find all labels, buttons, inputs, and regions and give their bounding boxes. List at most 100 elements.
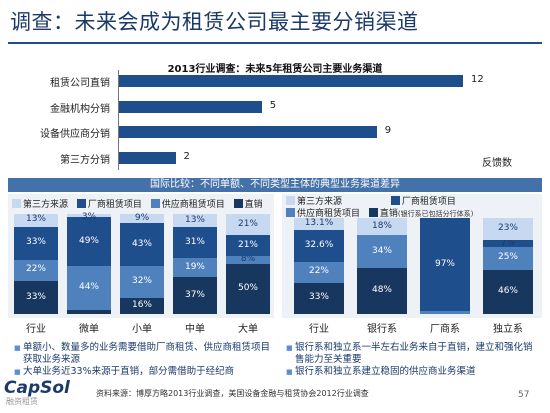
- bar-value-label: 12: [471, 74, 484, 85]
- segment-value-label: 48%: [371, 284, 392, 295]
- stacked-segment: [173, 214, 217, 227]
- stacked-segment: [173, 258, 217, 277]
- segment-value-label: 23%: [497, 222, 518, 233]
- bar: [118, 126, 377, 138]
- segment-value-label: 37%: [184, 289, 205, 300]
- stacked-segment: [67, 217, 111, 266]
- stacked-segment: [67, 310, 111, 314]
- stacked-segment: [120, 214, 164, 223]
- legend-item-manufacturer: 厂商租赁项目: [76, 197, 142, 210]
- left-notes: 单额小、数量多的业务需要借助厂商租赁、供应商租赁项目获取业务来源 大单业务近33…: [14, 342, 272, 378]
- stacked-segment: [226, 256, 270, 264]
- legend-swatch: [286, 196, 295, 205]
- stacked-segment: [226, 214, 270, 235]
- stacked-segment: [120, 298, 164, 314]
- category-label: 小单: [132, 324, 152, 335]
- stacked-segment: [67, 266, 111, 310]
- legend-label: 供应商租赁项目: [161, 200, 225, 210]
- source-footnote: 资料来源：博厚方略2013行业调查，美国设备金融与租赁协会2012行业调查: [96, 389, 369, 398]
- stacked-segment: [294, 230, 344, 262]
- note-item: 银行系和独立系一半左右业务来自于直销，建立和强化销售能力至关重要: [286, 342, 540, 366]
- bar: [118, 100, 262, 113]
- stacked-segment: [173, 277, 217, 314]
- watermark: 融资租赁: [6, 397, 38, 406]
- stacked-segment: [420, 218, 470, 312]
- legend-swatch: [76, 199, 86, 208]
- page-number: 57: [518, 390, 530, 400]
- stacked-segment: [14, 214, 58, 227]
- stacked-segment: [294, 218, 344, 231]
- legend-item-supplier: 供应商租赁项目: [150, 197, 225, 210]
- stacked-segment: [483, 246, 533, 271]
- right-notes: 银行系和独立系一半左右业务来自于直销，建立和强化销售能力至关重要 银行系和独立系…: [286, 342, 540, 378]
- bar-value-label: 9: [384, 125, 392, 136]
- segment-value-label: 43%: [131, 238, 152, 249]
- segment-value-label: 33%: [308, 292, 329, 303]
- legend-swatch: [390, 196, 400, 205]
- bar: [118, 151, 176, 164]
- stacked-segment: [67, 214, 111, 217]
- category-label: 行业: [26, 324, 46, 335]
- legend-label: 厂商租赁项目: [87, 200, 142, 210]
- stacked-segment: [357, 218, 407, 236]
- legend-swatch: [368, 208, 378, 217]
- segment-value-label: 19%: [184, 261, 205, 272]
- legend-label: 直销: [379, 209, 398, 219]
- segment-value-label: 33%: [25, 291, 46, 302]
- segment-value-label: 97%: [434, 258, 455, 269]
- legend-label: 供应商租赁项目: [297, 209, 361, 219]
- page-title: 调查：未来会成为租赁公司最主要分销渠道: [10, 10, 419, 34]
- category-label: 行业: [309, 324, 329, 335]
- legend-item-manufacturer: 厂商租赁项目: [390, 196, 456, 208]
- stacked-segment: [357, 235, 407, 268]
- legend-item-third-party: 第三方来源: [286, 196, 342, 208]
- segment-value-label: 22%: [25, 264, 46, 275]
- segment-value-label: 7%: [500, 237, 516, 248]
- legend-item-direct: 直销: [233, 197, 263, 210]
- category-label: 银行系: [367, 324, 397, 335]
- stacked-segment: [294, 261, 344, 283]
- bar-value-label: 5: [269, 99, 277, 111]
- note-item: 大单业务近33%来源于直销，部分需借助于经纪商: [14, 366, 272, 378]
- stacked-segment: [173, 227, 217, 258]
- segment-value-label: 50%: [237, 283, 258, 293]
- bar-value-label: 2: [183, 150, 190, 162]
- category-label: 微单: [79, 324, 99, 335]
- segment-value-label: 22%: [308, 266, 329, 277]
- stacked-segment: [14, 281, 58, 314]
- segment-value-label: 34%: [371, 245, 392, 256]
- legend-swatch: [150, 199, 160, 208]
- segment-value-label: 25%: [497, 252, 518, 263]
- legend-swatch: [12, 199, 21, 208]
- stacked-segment: [120, 266, 164, 298]
- legend-note: (银行系已包括分行体系): [397, 210, 474, 218]
- stacked-segment: [294, 282, 344, 314]
- note-item: 单额小、数量多的业务需要借助厂商租赁、供应商租赁项目获取业务来源: [14, 342, 272, 366]
- category-label: 厂商系: [430, 324, 460, 335]
- legend-swatch: [286, 208, 295, 217]
- bar-category-label: 设备供应商分销: [40, 129, 110, 140]
- legend-label: 厂商租赁项目: [401, 197, 456, 207]
- bar-category-label: 金融机构分销: [50, 103, 110, 115]
- segment-value-label: 3%: [81, 212, 97, 222]
- segment-value-label: 21%: [237, 239, 258, 250]
- category-label: 独立系: [493, 324, 523, 335]
- bar-category-label: 租赁公司直销: [50, 78, 110, 89]
- stacked-segment: [483, 270, 533, 314]
- segment-value-label: 13.1%: [304, 218, 334, 229]
- segment-value-label: 18%: [371, 220, 392, 231]
- stacked-segment: [226, 264, 270, 314]
- stacked-segment: [420, 311, 470, 314]
- legend-label: 第三方来源: [23, 200, 69, 210]
- segment-value-label: 21%: [237, 218, 258, 229]
- feedback-label: 反馈数: [482, 158, 512, 169]
- segment-value-label: 49%: [78, 235, 99, 246]
- right-legend: 第三方来源 厂商租赁项目 供应商租赁项目 直销(银行系已包括分行体系): [286, 196, 479, 220]
- title-divider: [8, 42, 542, 44]
- segment-value-label: 32.6%: [304, 240, 334, 251]
- segment-value-label: 8%: [240, 254, 256, 264]
- section-title: 国际比较：不同单额、不同类型主体的典型业务渠道差异: [150, 179, 400, 190]
- stacked-segment: [357, 267, 407, 314]
- segment-value-label: 13%: [25, 214, 46, 225]
- legend-swatch: [233, 199, 243, 208]
